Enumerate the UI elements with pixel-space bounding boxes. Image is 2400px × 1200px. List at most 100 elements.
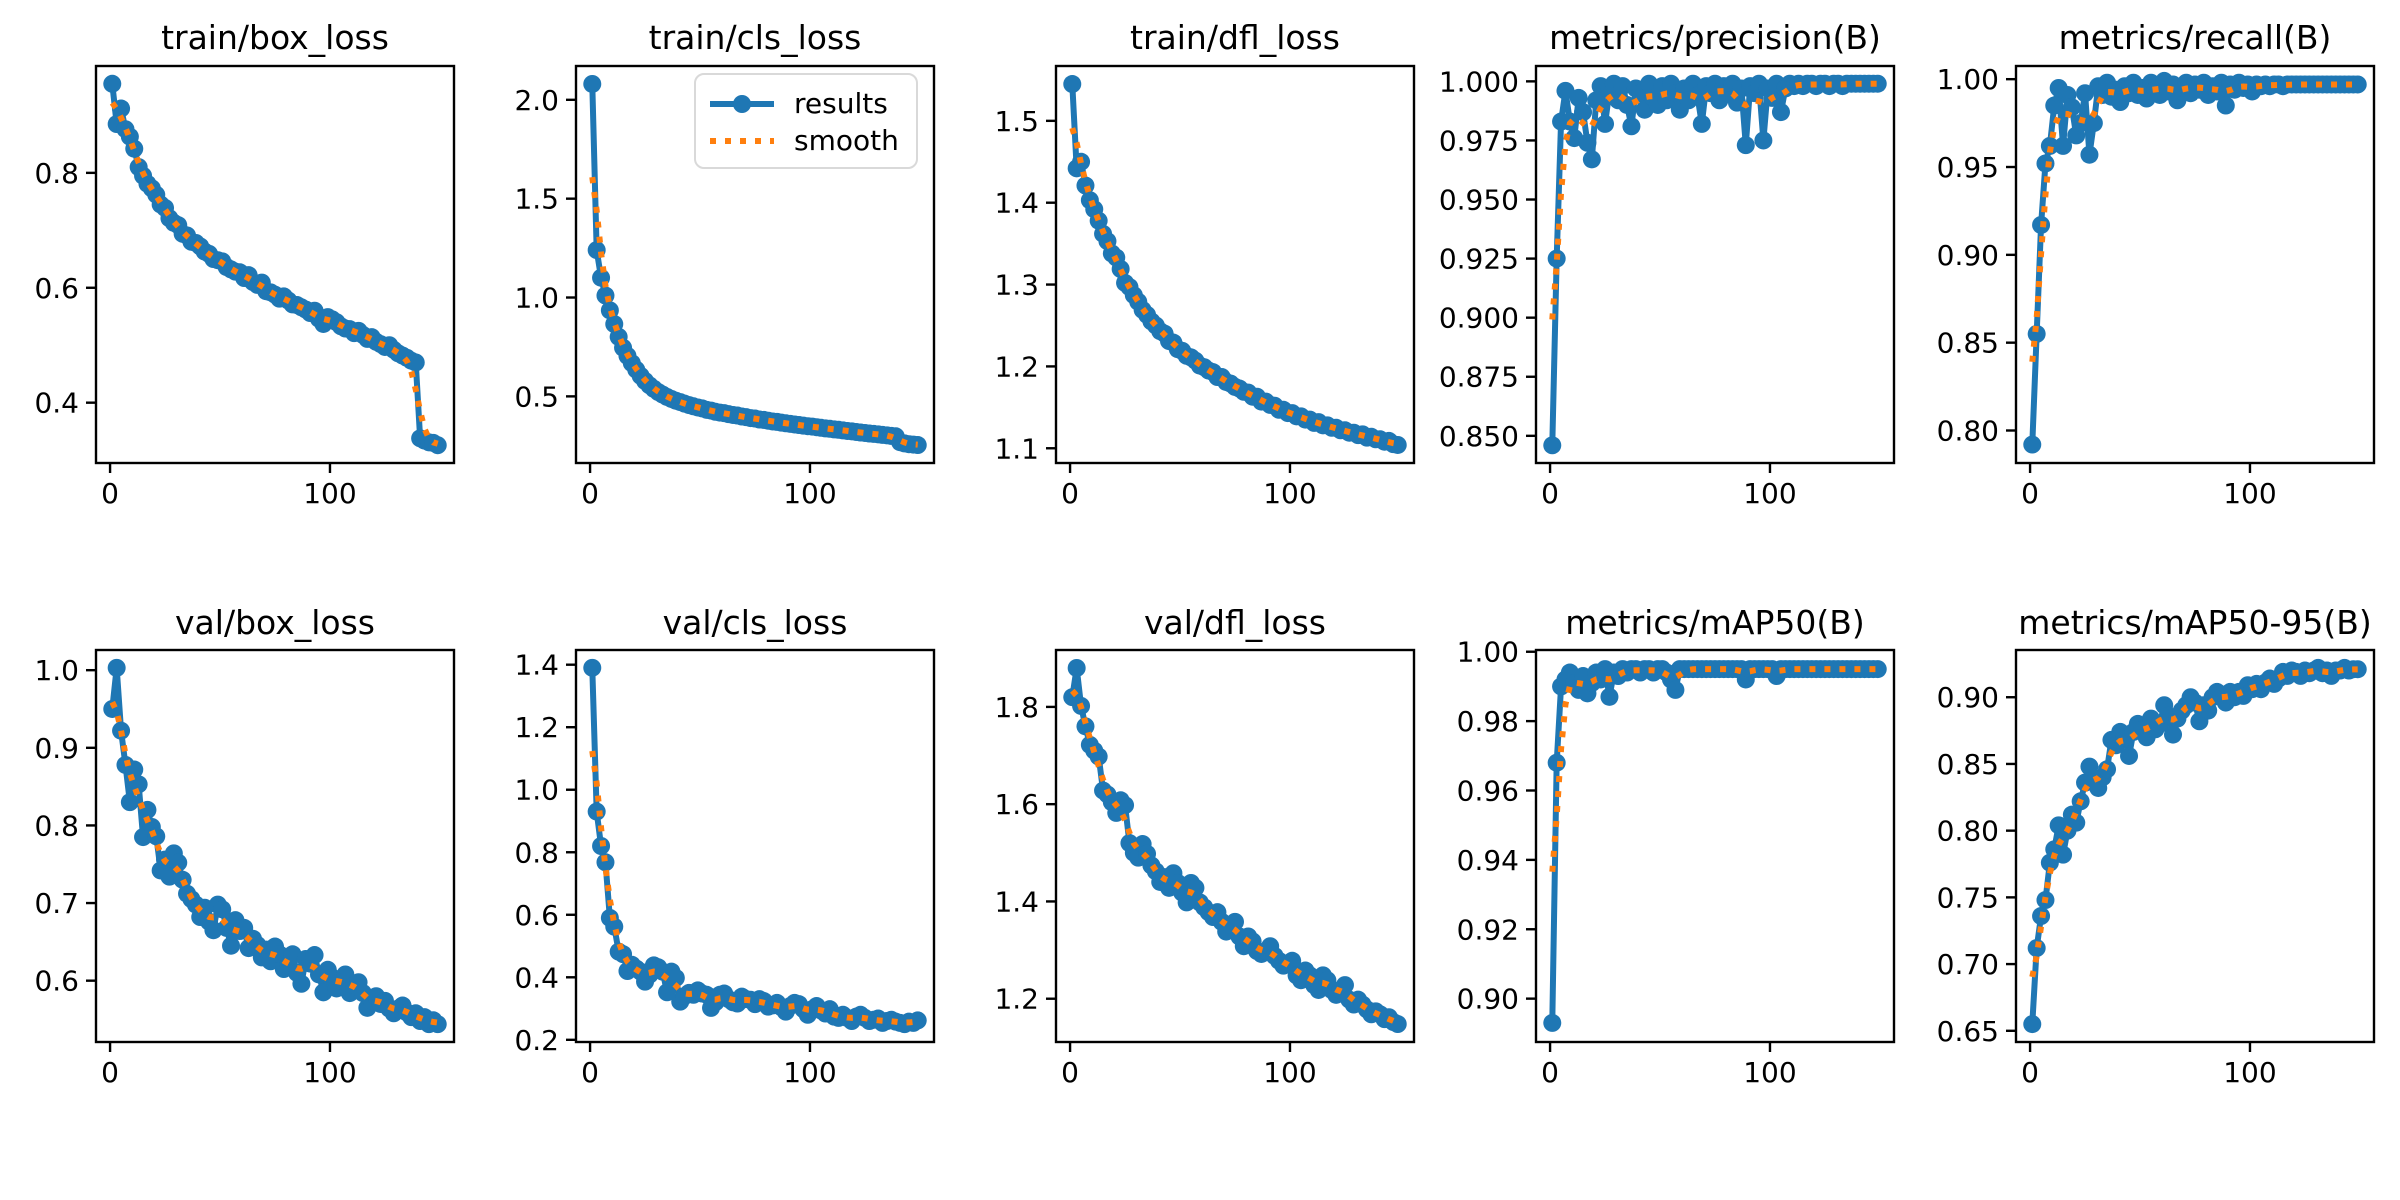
svg-text:1.2: 1.2 <box>514 711 559 744</box>
svg-text:0: 0 <box>101 477 119 510</box>
svg-text:1.5: 1.5 <box>994 105 1039 138</box>
svg-text:0.94: 0.94 <box>1457 844 1519 877</box>
subplot-metrics-map50-95: metrics/mAP50-95(B) 0.65 0.70 0.75 0.80 0.85… <box>1920 600 2400 1200</box>
svg-text:0: 0 <box>581 477 599 510</box>
svg-text:1.0: 1.0 <box>34 654 79 687</box>
plot-canvas-train-cls-loss: 0.5 1.0 1.5 2.0 0 100 <box>514 64 936 510</box>
svg-text:0.4: 0.4 <box>514 961 559 994</box>
svg-text:1.0: 1.0 <box>514 282 559 315</box>
plot-canvas-train-dfl-loss: 1.1 1.2 1.3 1.4 1.5 0 100 <box>994 64 1416 510</box>
legend: results smooth <box>694 73 918 169</box>
svg-text:1.00: 1.00 <box>1457 636 1519 669</box>
subplot-train-dfl-loss: train/dfl_loss 1.1 1.2 1.3 1.4 1.5 0 100 <box>960 0 1440 600</box>
svg-text:0.925: 0.925 <box>1439 243 1519 276</box>
subplot-title: metrics/mAP50-95(B) <box>2018 603 2372 642</box>
svg-text:1.000: 1.000 <box>1439 65 1519 98</box>
svg-text:1.0: 1.0 <box>514 774 559 807</box>
legend-item-smooth: smooth <box>710 122 902 159</box>
svg-text:0.4: 0.4 <box>34 387 79 420</box>
svg-text:0.6: 0.6 <box>514 899 559 932</box>
svg-text:1.4: 1.4 <box>994 187 1039 220</box>
subplot-title: train/box_loss <box>161 18 389 57</box>
svg-text:0: 0 <box>1541 1056 1559 1089</box>
svg-text:0.950: 0.950 <box>1439 184 1519 217</box>
legend-label-smooth: smooth <box>794 123 899 157</box>
plot-canvas-metrics-map50: 0.90 0.92 0.94 0.96 0.98 1.00 0 100 <box>1457 636 1896 1089</box>
legend-item-results: results <box>710 85 902 122</box>
svg-text:0.98: 0.98 <box>1457 705 1519 738</box>
svg-text:0: 0 <box>2021 1056 2039 1089</box>
svg-text:0.80: 0.80 <box>1937 815 1999 848</box>
svg-text:0.875: 0.875 <box>1439 361 1519 394</box>
svg-text:1.4: 1.4 <box>994 885 1039 918</box>
subplot-val-box-loss: val/box_loss 0.6 0.7 0.8 0.9 1.0 0 100 <box>0 600 480 1200</box>
svg-text:100: 100 <box>303 477 356 510</box>
subplot-title: metrics/mAP50(B) <box>1565 603 1865 642</box>
svg-text:0.8: 0.8 <box>514 836 559 869</box>
svg-text:0.85: 0.85 <box>1937 748 1999 781</box>
plot-canvas-train-box-loss: 0.4 0.6 0.8 0 100 <box>34 64 456 510</box>
plot-canvas-metrics-recall: 0.80 0.85 0.90 0.95 1.00 0 100 <box>1937 63 2376 510</box>
svg-text:100: 100 <box>303 1056 356 1089</box>
svg-text:1.5: 1.5 <box>514 183 559 216</box>
svg-text:0.9: 0.9 <box>34 732 79 765</box>
svg-text:0.65: 0.65 <box>1937 1015 1999 1048</box>
svg-text:0.5: 0.5 <box>514 380 559 413</box>
plot-canvas-val-box-loss: 0.6 0.7 0.8 0.9 1.0 0 100 <box>34 648 456 1089</box>
svg-text:0.90: 0.90 <box>1937 681 1999 714</box>
subplot-title: val/dfl_loss <box>1143 603 1326 642</box>
plot-canvas-metrics-precision: 0.850 0.875 0.900 0.925 0.950 0.975 1.000 0 100 <box>1439 64 1896 510</box>
svg-text:100: 100 <box>1263 477 1316 510</box>
svg-text:0.8: 0.8 <box>34 157 79 190</box>
subplot-title: val/box_loss <box>175 603 375 642</box>
svg-text:0.2: 0.2 <box>514 1024 559 1057</box>
svg-text:0: 0 <box>101 1056 119 1089</box>
subplot-title: metrics/precision(B) <box>1549 18 1881 57</box>
svg-text:0: 0 <box>1061 477 1079 510</box>
svg-text:0.80: 0.80 <box>1937 415 1999 448</box>
svg-text:0.95: 0.95 <box>1937 151 1999 184</box>
svg-text:0.7: 0.7 <box>34 887 79 920</box>
subplot-metrics-recall: metrics/recall(B) 0.80 0.85 0.90 0.95 1.00 0 1… <box>1920 0 2400 600</box>
svg-text:0: 0 <box>2021 477 2039 510</box>
svg-text:0.70: 0.70 <box>1937 948 1999 981</box>
svg-text:0.92: 0.92 <box>1457 913 1519 946</box>
svg-text:0.96: 0.96 <box>1457 774 1519 807</box>
subplot-title: train/dfl_loss <box>1130 18 1340 57</box>
subplot-metrics-map50: metrics/mAP50(B) 0.90 0.92 0.94 0.96 0.98 1.0… <box>1440 600 1920 1200</box>
svg-text:0.85: 0.85 <box>1937 327 1999 360</box>
svg-text:1.6: 1.6 <box>994 788 1039 821</box>
subplot-title: train/cls_loss <box>648 18 862 57</box>
legend-label-results: results <box>794 86 888 120</box>
svg-text:2.0: 2.0 <box>514 84 559 117</box>
svg-text:1.3: 1.3 <box>994 269 1039 302</box>
svg-text:100: 100 <box>783 477 836 510</box>
svg-text:0.6: 0.6 <box>34 272 79 305</box>
svg-text:0.90: 0.90 <box>1457 983 1519 1016</box>
subplot-metrics-precision: metrics/precision(B) 0.850 0.875 0.900 0.92… <box>1439 0 1920 600</box>
svg-text:1.2: 1.2 <box>994 983 1039 1016</box>
smooth-line-icon <box>710 137 774 144</box>
subplot-val-dfl-loss: val/dfl_loss 1.2 1.4 1.6 1.8 0 100 <box>960 600 1440 1200</box>
svg-text:100: 100 <box>1743 477 1796 510</box>
plot-canvas-val-dfl-loss: 1.2 1.4 1.6 1.8 0 100 <box>994 648 1416 1089</box>
svg-text:0: 0 <box>1541 477 1559 510</box>
svg-text:100: 100 <box>2223 477 2276 510</box>
svg-text:0.90: 0.90 <box>1937 239 1999 272</box>
svg-text:0: 0 <box>1061 1056 1079 1089</box>
svg-text:1.2: 1.2 <box>994 350 1039 383</box>
subplot-train-box-loss: train/box_loss 0.4 0.6 0.8 0 100 <box>0 0 480 600</box>
svg-text:0.900: 0.900 <box>1439 302 1519 335</box>
svg-text:0.8: 0.8 <box>34 809 79 842</box>
svg-text:100: 100 <box>783 1056 836 1089</box>
svg-text:0.6: 0.6 <box>34 965 79 998</box>
subplot-title: metrics/recall(B) <box>2058 18 2332 57</box>
svg-text:0: 0 <box>581 1056 599 1089</box>
svg-text:1.8: 1.8 <box>994 691 1039 724</box>
svg-text:100: 100 <box>1263 1056 1316 1089</box>
subplot-title: val/cls_loss <box>662 603 848 642</box>
svg-text:1.4: 1.4 <box>514 649 559 682</box>
subplot-train-cls-loss: train/cls_loss 0.5 1.0 1.5 2.0 0 100 results … <box>480 0 960 600</box>
svg-text:0.75: 0.75 <box>1937 881 1999 914</box>
